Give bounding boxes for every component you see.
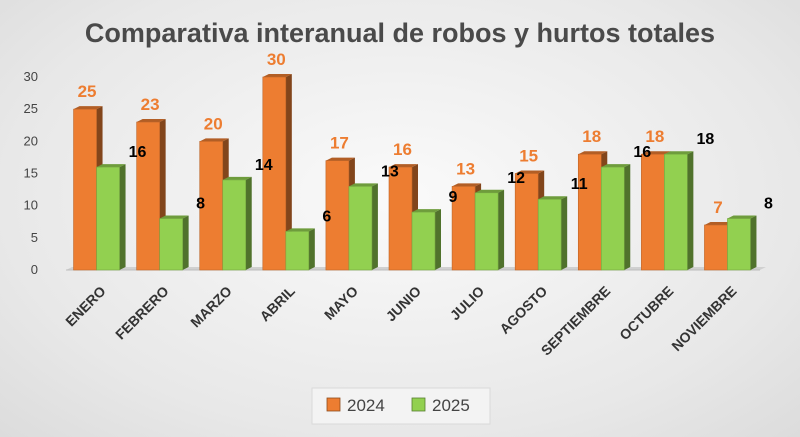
bar-2025-septiembre [600,164,631,271]
data-label-2025-julio: 12 [507,170,525,187]
bar-2025-junio [411,209,441,271]
y-tick-label: 20 [24,133,38,148]
bar-2025-noviembre [727,215,757,271]
data-label-2025-febrero: 8 [196,196,205,213]
data-label-2025-noviembre: 8 [764,196,773,213]
legend-label-2024: 2024 [347,396,385,415]
y-tick-label: 0 [31,262,38,277]
data-label-2024-abril: 30 [267,50,286,69]
data-label-2024-mayo: 17 [330,134,349,153]
bar-2025-octubre [664,151,694,271]
x-tick-marzo: MARZO [187,283,235,331]
y-tick-label: 15 [24,166,38,181]
x-tick-noviembre: NOVIEMBRE [668,283,739,354]
legend-swatch-2025 [411,397,426,412]
x-tick-abril: ABRIL [256,282,298,324]
x-tick-julio: JULIO [447,283,488,324]
data-label-2024-agosto: 15 [519,147,538,166]
bar-2025-mayo [348,183,378,271]
y-tick-label: 25 [24,101,38,116]
bar-2024-abril [262,74,292,271]
x-tick-octubre: OCTUBRE [616,283,676,343]
x-tick-febrero: FEBRERO [112,283,172,343]
bars [73,74,757,271]
bar-2025-marzo [222,176,252,271]
x-tick-agosto: AGOSTO [496,283,550,337]
bar-2025-agosto [537,196,568,271]
data-label-2025-marzo: 14 [255,157,273,174]
legend-swatch-2024 [326,397,341,412]
data-label-2024-noviembre: 7 [713,198,722,217]
y-tick-label: 30 [24,69,38,84]
bar-2025-abril [285,228,315,271]
legend-label-2025: 2025 [432,396,470,415]
data-label-2024-marzo: 20 [204,114,223,133]
x-tick-enero: ENERO [62,283,109,330]
x-tick-labels: ENERO FEBRERO MARZO ABRIL MAYO JUNIO JULIO AGOS… [62,282,739,358]
y-tick-label: 10 [24,198,38,213]
chart-title: Comparativa interanual de robos y hurtos… [85,18,715,48]
bar-2025-enero [96,164,126,271]
data-label-2025-octubre: 18 [696,131,714,148]
data-label-2025-enero: 16 [129,144,147,161]
data-label-2025-agosto: 11 [571,176,588,193]
data-label-2024-febrero: 23 [141,95,160,114]
data-label-2024-junio: 16 [393,140,412,159]
data-label-2025-abril: 6 [322,208,331,225]
x-tick-mayo: MAYO [321,283,361,323]
bar-2025-julio [474,189,505,271]
data-label-2024-enero: 25 [78,82,97,101]
data-label-2025-mayo: 13 [381,163,399,180]
bar-2025-febrero [159,215,189,271]
x-tick-junio: JUNIO [383,283,425,325]
data-label-2024-septiembre: 18 [582,127,601,146]
data-label-2025-junio: 9 [449,189,458,206]
legend: 2024 2025 [311,387,491,425]
data-label-2025-septiembre: 16 [633,144,651,161]
legend-box [311,387,491,425]
data-label-2024-octubre: 18 [645,127,664,146]
data-label-2024-julio: 13 [456,159,475,178]
y-tick-label: 5 [31,230,38,245]
